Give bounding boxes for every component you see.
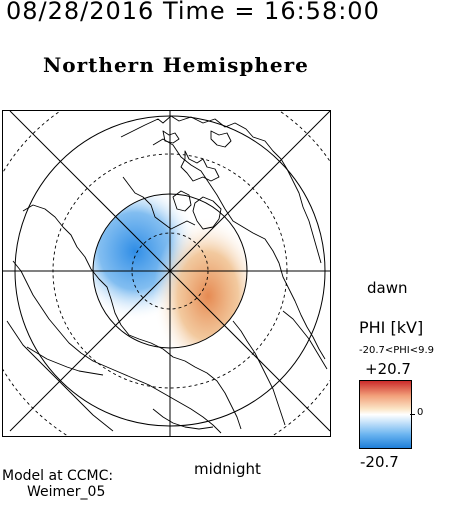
polar-map	[2, 110, 331, 437]
hemisphere-title: Northern Hemisphere	[43, 53, 309, 77]
colorbar	[359, 380, 412, 449]
coastlines	[6, 115, 328, 434]
graticule	[3, 111, 330, 436]
colorbar-min-label: -20.7	[360, 453, 399, 471]
polar-map-canvas	[3, 111, 330, 436]
model-label: Model at CCMC:	[2, 468, 114, 484]
midnight-label: midnight	[194, 460, 261, 478]
colorbar-zero-tick	[410, 414, 415, 415]
colorbar-max-label: +20.7	[365, 360, 411, 378]
colorbar-zero-label: 0	[417, 407, 424, 418]
legend-range: -20.7<PHI<9.9	[359, 345, 435, 356]
dawn-label: dawn	[367, 279, 408, 297]
legend-title: PHI [kV]	[359, 318, 424, 337]
timestamp: 08/28/2016 Time = 16:58:00	[6, 0, 380, 25]
model-name: Weimer_05	[27, 484, 106, 500]
